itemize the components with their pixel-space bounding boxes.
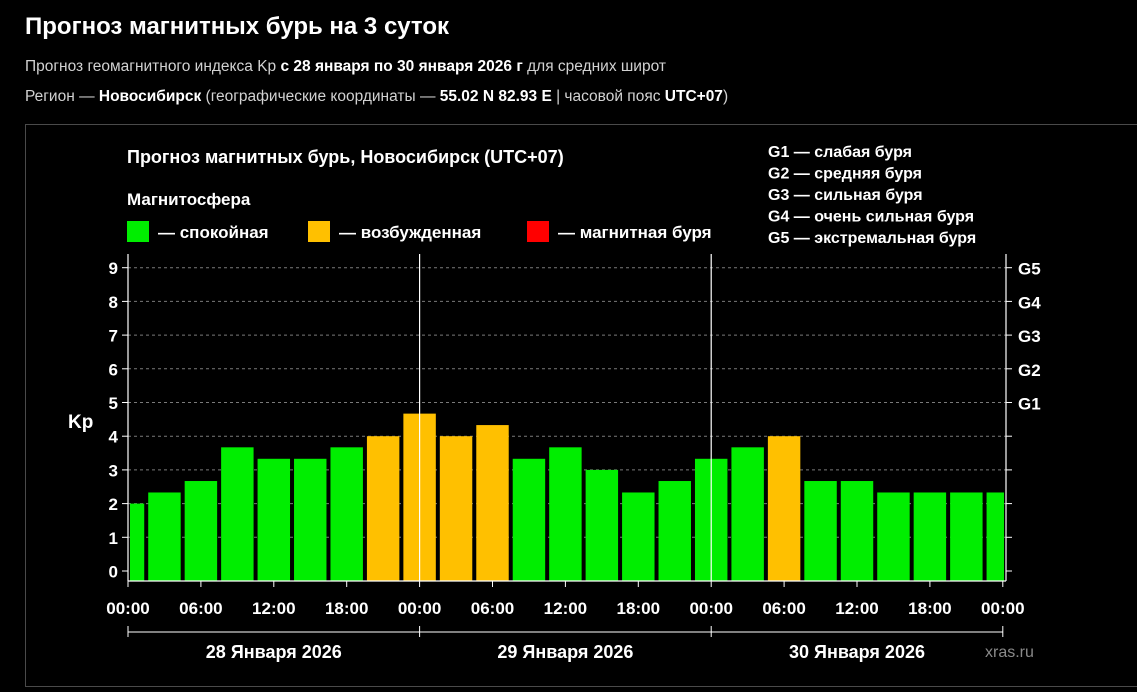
- x-tick-label: 12:00: [252, 599, 295, 618]
- legend-title: Магнитосфера: [127, 190, 251, 209]
- g-level-label: G5: [1018, 260, 1041, 279]
- x-tick-label: 06:00: [471, 599, 514, 618]
- y-axis-title: Kp: [68, 412, 93, 433]
- chart-panel: [25, 124, 1137, 687]
- x-tick-label: 06:00: [179, 599, 222, 618]
- legend-swatch: [527, 221, 549, 242]
- g-level-label: G1: [1018, 395, 1041, 414]
- kp-bar: [512, 458, 546, 581]
- kp-bar: [877, 492, 910, 581]
- kp-bar: [986, 492, 1004, 581]
- x-tick-label: 18:00: [325, 599, 368, 618]
- y-tick-label: 1: [109, 529, 118, 548]
- y-tick-label: 3: [109, 461, 118, 480]
- g-level-label: G2: [1018, 361, 1041, 380]
- kp-bar: [658, 481, 691, 581]
- kp-bar: [950, 492, 983, 581]
- g-level-label: G3: [1018, 327, 1041, 346]
- chart-title: Прогноз магнитных бурь, Новосибирск (UTC…: [127, 147, 564, 167]
- g-legend-item: G3 — сильная буря: [768, 187, 923, 204]
- kp-bar: [294, 458, 327, 581]
- y-tick-label: 6: [109, 360, 118, 379]
- x-tick-label: 12:00: [835, 599, 878, 618]
- x-tick-label: 06:00: [762, 599, 805, 618]
- kp-bar: [585, 469, 619, 581]
- kp-bar: [130, 503, 145, 581]
- axes-layer: [122, 254, 1012, 637]
- kp-bar: [767, 436, 801, 581]
- kp-bar: [184, 481, 218, 581]
- g-legend-item: G4 — очень сильная буря: [768, 209, 974, 226]
- kp-bar: [221, 447, 254, 581]
- kp-bar: [549, 447, 582, 581]
- x-tick-label: 00:00: [398, 599, 441, 618]
- region-subtitle: Регион — Новосибирск (географические коо…: [25, 88, 729, 105]
- g-legend-item: G5 — экстремальная буря: [768, 230, 976, 247]
- page-title: Прогноз магнитных бурь на 3 суток: [25, 13, 450, 40]
- x-tick-label: 00:00: [981, 599, 1024, 618]
- kp-bar: [731, 447, 764, 581]
- kp-bar: [913, 492, 947, 581]
- kp-bar: [804, 481, 837, 581]
- legend-label: — возбужденная: [339, 223, 481, 242]
- kp-bar: [366, 436, 400, 581]
- day-label: 29 Января 2026: [497, 642, 633, 662]
- y-tick-label: 7: [109, 327, 118, 346]
- y-tick-label: 4: [109, 428, 119, 447]
- y-tick-label: 5: [109, 394, 118, 413]
- watermark: xras.ru: [985, 644, 1034, 661]
- g-legend-item: G2 — средняя буря: [768, 166, 922, 183]
- kp-bar: [476, 425, 509, 581]
- x-tick-label: 18:00: [617, 599, 660, 618]
- x-tick-label: 00:00: [106, 599, 149, 618]
- x-tick-label: 12:00: [544, 599, 587, 618]
- kp-bar: [840, 481, 874, 581]
- kp-bar: [330, 447, 363, 581]
- g-level-label: G4: [1018, 293, 1041, 312]
- x-tick-label: 00:00: [689, 599, 732, 618]
- legend-label: — спокойная: [158, 223, 269, 242]
- text-layer: 0 1 2 3 4 5 6 7 8 9 G1 G2 G3 G4 G5 Kp 00:00 06:00 12:00 18:…: [68, 144, 1041, 662]
- kp-bar: [148, 492, 181, 581]
- legend-swatch: [127, 221, 149, 242]
- y-tick-label: 2: [109, 495, 118, 514]
- y-tick-label: 8: [109, 293, 118, 312]
- forecast-subtitle: Прогноз геомагнитного индекса Kp с 28 ян…: [25, 58, 666, 75]
- kp-bar: [257, 458, 291, 581]
- legend-swatch: [308, 221, 330, 242]
- legend-label: — магнитная буря: [558, 223, 712, 242]
- kp-bar: [622, 492, 655, 581]
- g-legend-item: G1 — слабая буря: [768, 144, 912, 161]
- y-tick-label: 0: [109, 563, 118, 582]
- day-label: 30 Января 2026: [789, 642, 925, 662]
- y-tick-label: 9: [109, 259, 118, 278]
- x-tick-label: 18:00: [908, 599, 951, 618]
- kp-bar: [439, 436, 473, 581]
- day-label: 28 Января 2026: [206, 642, 342, 662]
- bars-layer: [130, 413, 1004, 581]
